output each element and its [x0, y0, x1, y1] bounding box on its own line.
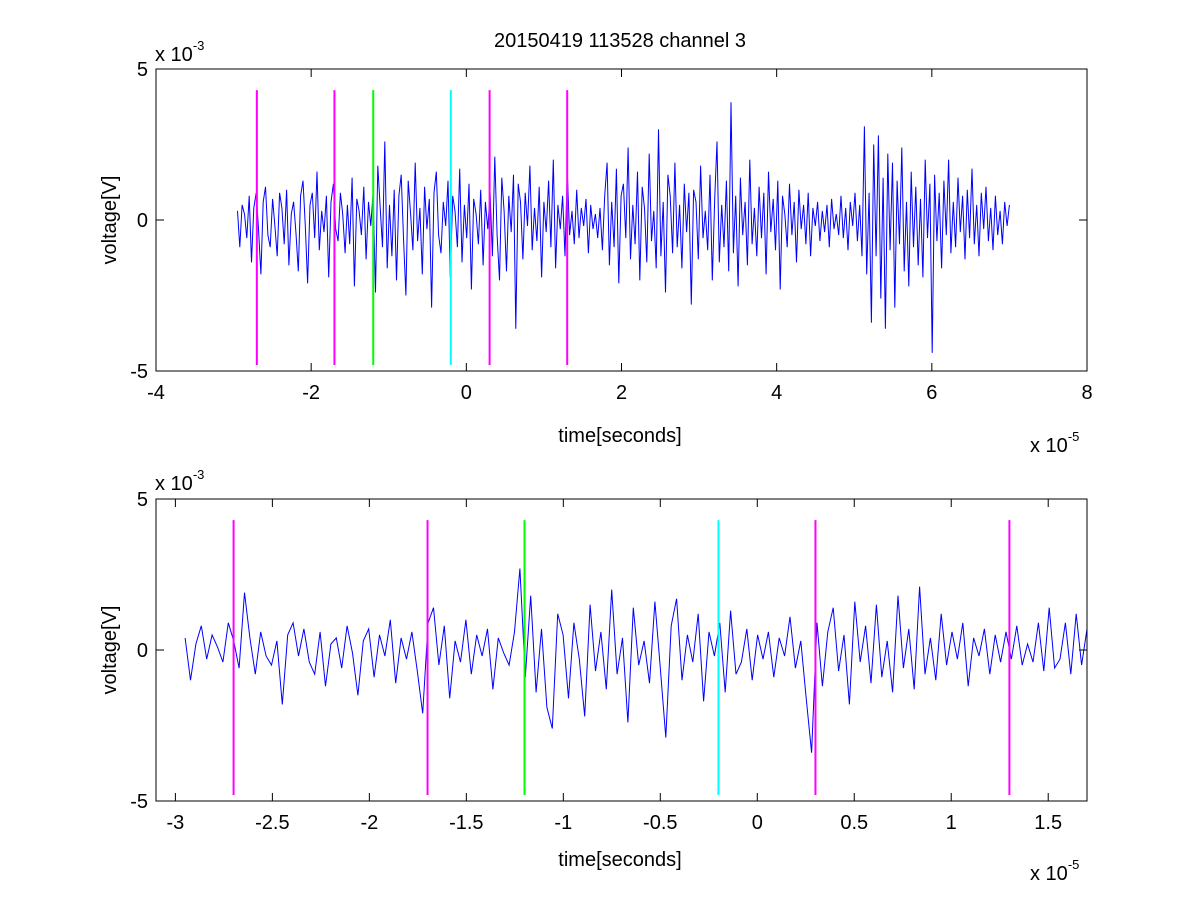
- top-y-tick-label: 5: [137, 59, 148, 81]
- top-x-tick-label: -2: [302, 382, 320, 404]
- top-x-tick-label: 0: [461, 382, 472, 404]
- top-x-tick-label: 2: [616, 382, 627, 404]
- top-y-axis-label: voltage[V]: [99, 176, 121, 265]
- bottom-y-tick-label: 0: [137, 640, 148, 662]
- bottom-x-tick-label: 1.5: [1034, 812, 1062, 834]
- top-x-tick-label: 6: [926, 382, 937, 404]
- top-signal-trace: [237, 102, 1010, 353]
- bottom-signal-trace: [184, 568, 1088, 753]
- bottom-x-tick-label: 1: [946, 812, 957, 834]
- bottom-y-tick-label: 5: [137, 489, 148, 511]
- top-x-exponent-base: x 10: [1030, 435, 1068, 457]
- top-y-ticks: -5 0 5: [130, 59, 1087, 383]
- bottom-y-exponent-base: x 10: [155, 473, 193, 495]
- top-x-exponent: x 10-5: [1030, 429, 1079, 457]
- bottom-x-tick-label: -2.5: [255, 812, 289, 834]
- bottom-y-axis-label: voltage[V]: [99, 606, 121, 695]
- bottom-x-tick-label: -1: [554, 812, 572, 834]
- bottom-plot-area: [184, 520, 1088, 795]
- bottom-x-exponent-base: x 10: [1030, 863, 1068, 885]
- bottom-x-tick-label: -1.5: [449, 812, 483, 834]
- top-plot-area: [237, 90, 1010, 365]
- top-y-exponent: x 10-3: [155, 38, 204, 66]
- bottom-x-tick-label: -0.5: [643, 812, 677, 834]
- top-x-tick-label: -4: [147, 382, 165, 404]
- top-y-tick-label: 0: [137, 210, 148, 232]
- bottom-y-exponent: x 10-3: [155, 467, 204, 495]
- bottom-x-tick-label: 0: [752, 812, 763, 834]
- bottom-x-ticks: -3 -2.5 -2 -1.5 -1 -0.5 0 0.5 1 1.5: [166, 499, 1062, 834]
- bottom-x-tick-label: -2: [360, 812, 378, 834]
- bottom-x-tick-label: 0.5: [840, 812, 868, 834]
- bottom-axes: -3 -2.5 -2 -1.5 -1 -0.5 0 0.5 1 1.5 -5 0 5 time[sec…: [99, 467, 1088, 885]
- top-x-ticks: -4 -2 0 2 4 6 8: [147, 69, 1093, 404]
- bottom-axes-box: [155, 498, 1088, 802]
- top-y-tick-label: -5: [130, 361, 148, 383]
- bottom-x-exponent: x 10-5: [1030, 857, 1079, 885]
- top-axes: -4 -2 0 2 4 6 8 -505 time[seconds] voltage[V] …: [99, 38, 1093, 457]
- top-x-tick-label: 8: [1081, 382, 1092, 404]
- top-y-exponent-base: x 10: [155, 44, 193, 66]
- top-x-axis-label: time[seconds]: [558, 425, 681, 447]
- top-y-exponent-power: -3: [193, 38, 205, 53]
- bottom-y-tick-label: -5: [130, 791, 148, 813]
- top-x-tick-label: 4: [771, 382, 782, 404]
- bottom-x-exponent-power: -5: [1068, 857, 1080, 872]
- bottom-y-ticks: -5 0 5: [130, 489, 1087, 813]
- top-x-exponent-power: -5: [1068, 429, 1080, 444]
- bottom-x-tick-label: -3: [166, 812, 184, 834]
- bottom-x-axis-label: time[seconds]: [558, 849, 681, 871]
- top-axes-box: [155, 68, 1088, 372]
- bottom-y-exponent-power: -3: [193, 467, 205, 482]
- figure-title: 20150419 113528 channel 3: [494, 30, 746, 52]
